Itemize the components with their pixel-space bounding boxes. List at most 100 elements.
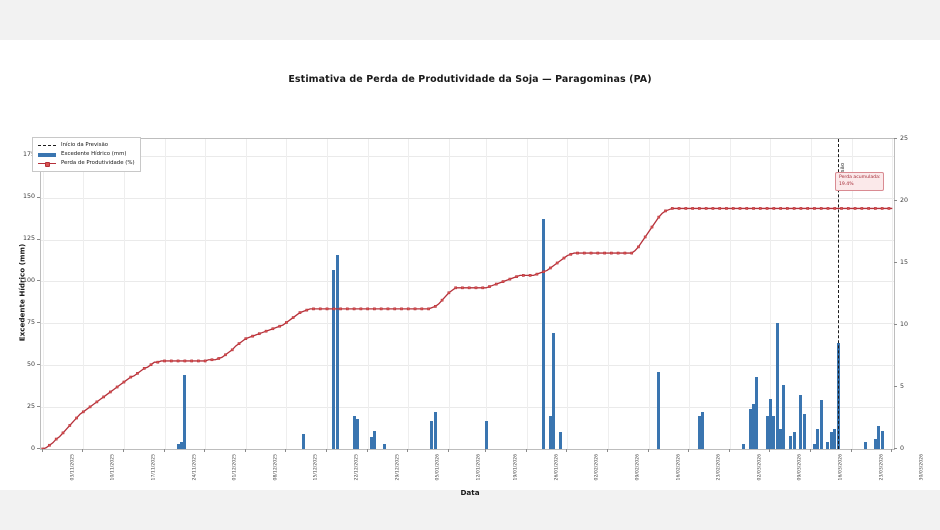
gridline-vertical: [526, 139, 528, 449]
x-axis-tickmark: [810, 449, 812, 452]
gridline-horizontal: [41, 449, 894, 450]
loss-line-marker: [874, 207, 877, 210]
loss-line-marker: [474, 286, 478, 290]
x-axis-tick-label: 09/03/2026: [797, 454, 803, 481]
legend-swatch-icon: [37, 141, 57, 150]
bar: [183, 375, 187, 449]
loss-line-marker: [698, 207, 701, 210]
x-axis-tickmark: [485, 449, 487, 452]
loss-line-marker: [501, 280, 505, 283]
loss-line-marker: [237, 342, 241, 345]
loss-line-marker: [657, 215, 661, 219]
loss-line-marker: [589, 251, 593, 255]
loss-line-marker: [664, 209, 667, 213]
bar: [433, 412, 437, 449]
x-axis-tickmark: [41, 449, 43, 452]
loss-line-marker: [684, 207, 688, 210]
loss-line-marker: [427, 307, 430, 311]
legend-item[interactable]: Início da Previsão: [37, 141, 135, 150]
loss-line-marker: [61, 431, 65, 435]
gridline-horizontal: [41, 281, 894, 283]
gridline-vertical: [205, 139, 207, 449]
loss-line-marker: [758, 207, 762, 210]
loss-line-marker: [555, 261, 559, 265]
bar: [782, 385, 786, 449]
plot-area: [40, 138, 895, 450]
loss-line-marker: [488, 285, 491, 288]
y-axis-left-tick-label: 0: [30, 444, 35, 452]
gridline-vertical: [42, 139, 44, 449]
loss-line-marker: [75, 416, 78, 420]
gridline-horizontal: [41, 365, 894, 367]
loss-line-marker: [846, 207, 850, 210]
loss-line-marker: [122, 380, 126, 384]
forecast-start-line: [838, 139, 840, 449]
loss-line-marker: [569, 252, 573, 256]
loss-line-marker: [352, 307, 356, 311]
loss-line-marker: [156, 360, 160, 364]
bar: [332, 269, 336, 449]
bar: [701, 412, 705, 449]
loss-line-marker: [115, 385, 119, 389]
legend-item[interactable]: Perda de Produtividade (%): [37, 159, 135, 168]
loss-line-marker: [366, 307, 369, 311]
gridline-vertical: [892, 139, 894, 449]
loss-line-marker: [257, 332, 261, 336]
bar: [559, 432, 563, 449]
loss-line-marker: [400, 307, 403, 311]
loss-line-marker: [325, 307, 329, 311]
loss-line-marker: [718, 207, 722, 210]
loss-line-marker: [522, 274, 525, 277]
x-axis-tick-label: 19/01/2026: [513, 454, 519, 481]
y-axis-left-tick-label: 150: [22, 193, 35, 201]
legend-swatch-icon: [37, 159, 57, 168]
gridline-vertical: [367, 139, 369, 449]
y-axis-left-tick-label: 125: [22, 235, 35, 243]
loss-line-marker: [508, 277, 512, 281]
loss-line-marker: [576, 251, 579, 255]
gridline-vertical: [811, 139, 813, 449]
loss-line-marker: [210, 358, 214, 362]
loss-line-marker: [542, 270, 546, 274]
bar: [772, 415, 776, 449]
loss-line-marker: [799, 207, 803, 210]
loss-line-marker: [217, 357, 221, 360]
loss-line-marker: [623, 251, 627, 255]
loss-line-marker: [515, 275, 518, 278]
y-axis-right-tick-label: 15: [900, 258, 909, 266]
x-axis-tickmark: [606, 449, 608, 452]
loss-line-marker: [224, 353, 227, 357]
x-axis-tickmark: [82, 449, 84, 452]
bar: [741, 443, 745, 449]
gridline-vertical: [689, 139, 691, 449]
x-axis-tick-label: 17/11/2025: [151, 454, 157, 481]
bar: [179, 442, 183, 449]
y-axis-left-tick-label: 25: [26, 402, 35, 410]
bar: [819, 400, 823, 449]
loss-line-marker: [379, 307, 383, 311]
bar: [775, 323, 779, 449]
y-axis-left-tick-label: 50: [26, 360, 35, 368]
legend-item[interactable]: Excedente Hídrico (mm): [37, 150, 135, 159]
x-axis-tickmark: [407, 449, 409, 452]
bar: [880, 430, 884, 449]
loss-line-marker: [880, 207, 884, 210]
loss-line-marker: [312, 307, 315, 311]
x-axis-tick-label: 10/11/2025: [110, 454, 116, 481]
x-axis-tick-label: 26/01/2026: [554, 454, 560, 481]
loss-line-marker: [772, 207, 776, 210]
loss-line-marker: [386, 307, 390, 311]
loss-line-marker: [305, 308, 309, 312]
loss-line-marker: [169, 359, 173, 363]
x-axis-tick-label: 16/02/2026: [676, 454, 682, 481]
loss-line-marker: [285, 321, 288, 324]
bar: [768, 398, 772, 449]
loss-line-marker: [183, 359, 187, 363]
loss-line-marker: [332, 307, 336, 311]
x-axis-tick-label: 16/03/2026: [838, 454, 844, 481]
bar: [873, 438, 877, 449]
gridline-vertical: [729, 139, 731, 449]
bar: [484, 420, 488, 449]
legend-label: Excedente Hídrico (mm): [61, 151, 127, 157]
loss-line-marker: [704, 207, 708, 210]
